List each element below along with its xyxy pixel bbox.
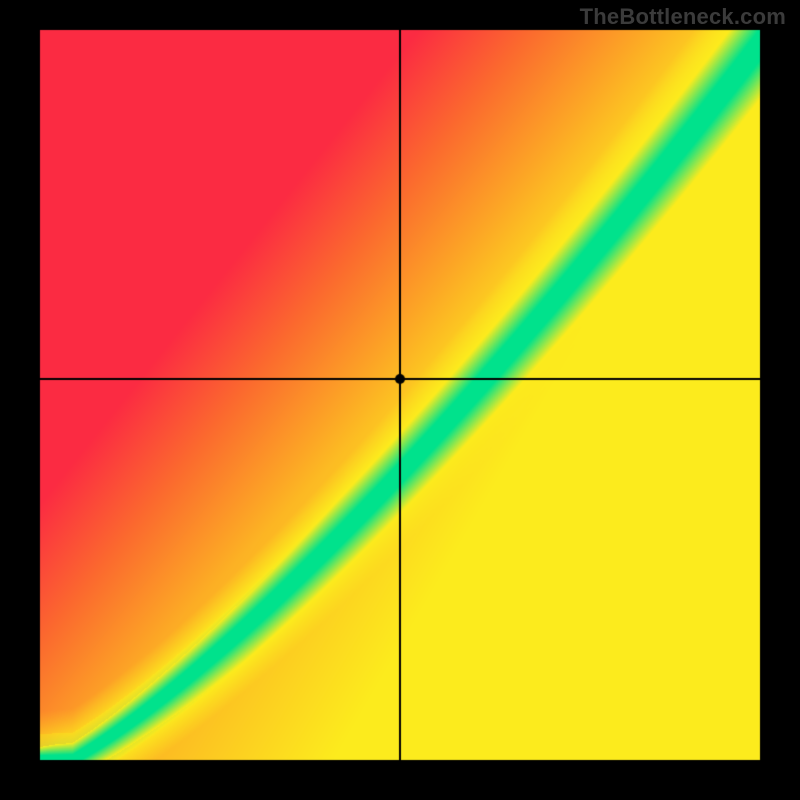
bottleneck-heatmap [0,0,800,800]
attribution-text: TheBottleneck.com [580,4,786,30]
chart-container: TheBottleneck.com [0,0,800,800]
